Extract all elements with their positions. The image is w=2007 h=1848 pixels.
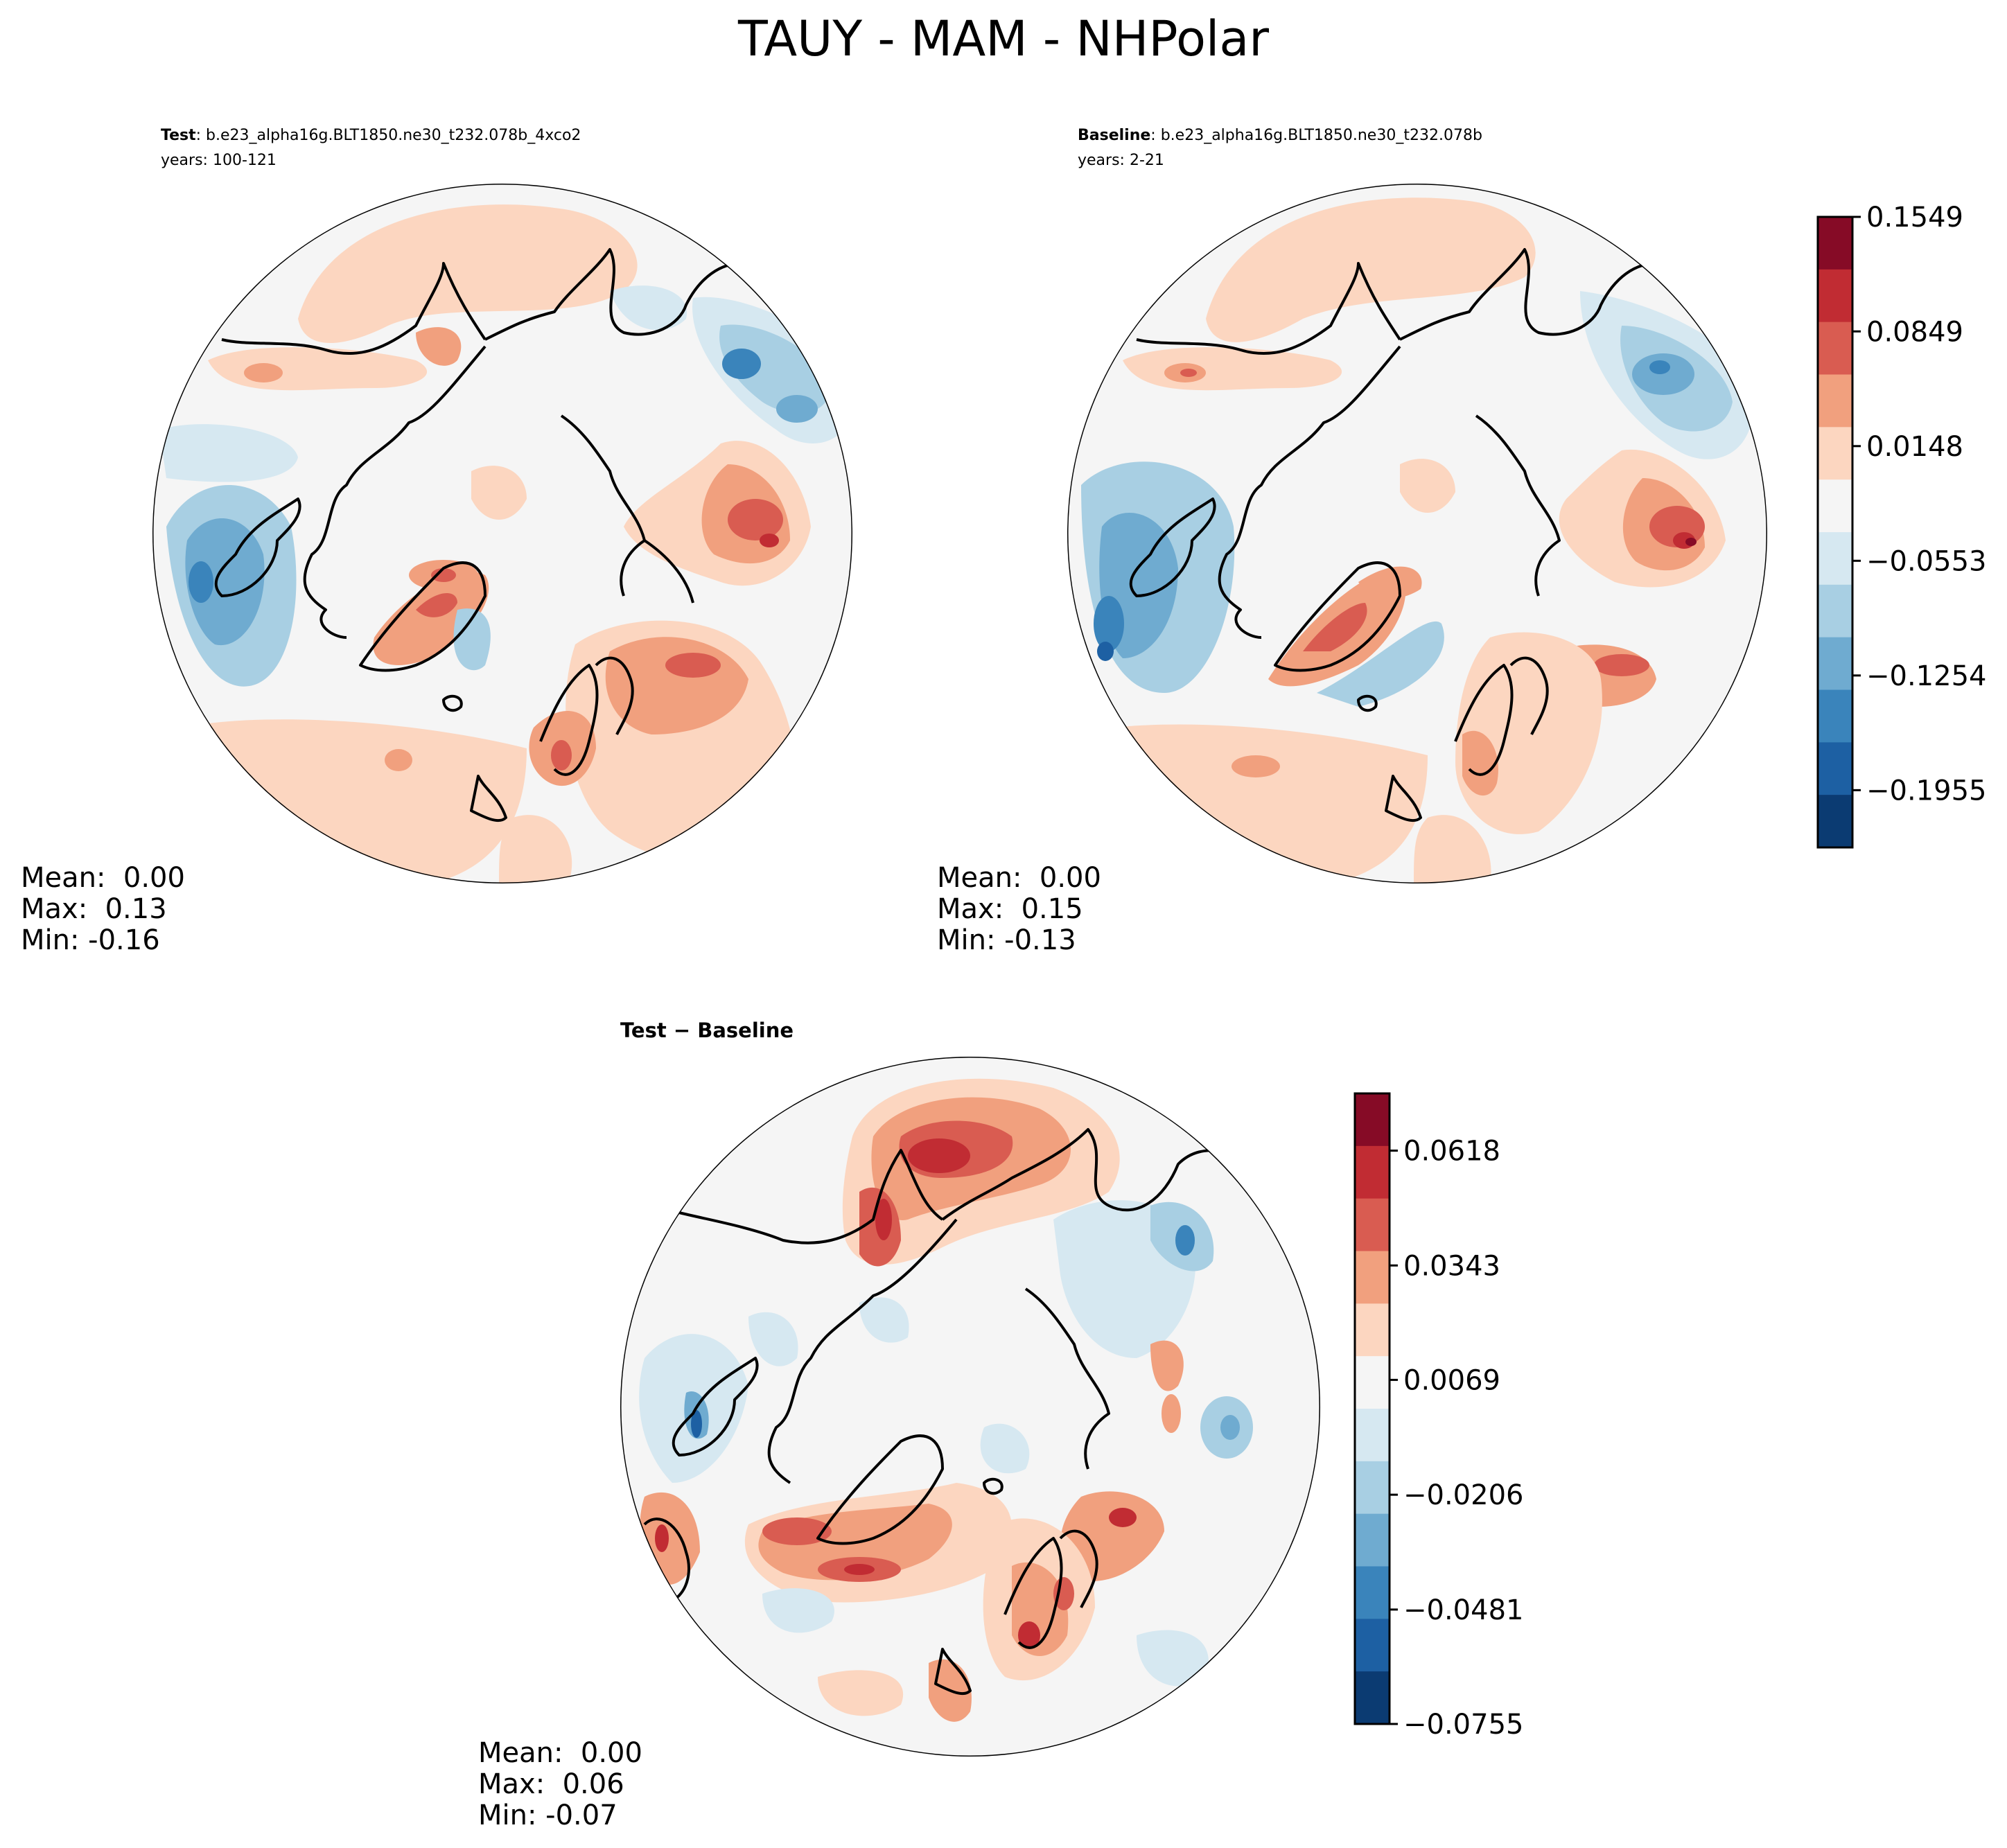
main-colorbar-segment — [1818, 322, 1852, 375]
baseline-stats: Mean: 0.00 Max: 0.15 Min: -0.13 — [937, 862, 1101, 956]
diff-colorbar-tick-label: 0.0343 — [1403, 1250, 1500, 1282]
diff-colorbar-segment — [1355, 1251, 1390, 1304]
baseline-panel: Baseline: b.e23_alpha16g.BLT1850.ne30_t2… — [937, 127, 1767, 956]
test-panel-title: Test: b.e23_alpha16g.BLT1850.ne30_t232.0… — [161, 127, 581, 144]
diff-stat-max: Max: 0.06 — [478, 1768, 624, 1800]
diff-colorbar-tick-label: −0.0481 — [1403, 1594, 1523, 1626]
diff-colorbar-segment — [1355, 1461, 1390, 1515]
test-title-bold: Test — [161, 127, 196, 144]
test-stat-max: Max: 0.13 — [21, 893, 167, 925]
test-stat-min: Min: -0.16 — [21, 924, 160, 956]
main-colorbar-tick-label: −0.1254 — [1866, 660, 1986, 692]
diff-stat-min: Min: -0.07 — [478, 1799, 617, 1831]
baseline-stat-min: Min: -0.13 — [937, 924, 1076, 956]
baseline-stat-max: Max: 0.15 — [937, 893, 1083, 925]
test-map — [152, 184, 852, 883]
main-colorbar-segment — [1818, 742, 1852, 795]
main-colorbar-tick-label: 0.0148 — [1866, 431, 1963, 463]
diff-colorbar-tick-label: −0.0206 — [1403, 1479, 1523, 1511]
diff-colorbar-segment — [1355, 1145, 1390, 1199]
diff-colorbar-segment — [1355, 1671, 1390, 1725]
main-colorbar-segment — [1818, 374, 1852, 428]
main-colorbar-frame — [1816, 215, 1854, 849]
test-stats: Mean: 0.00 Max: 0.13 Min: -0.16 — [21, 862, 185, 956]
diff-stat-mean: Mean: 0.00 — [478, 1737, 642, 1769]
diff-colorbar-segment — [1355, 1356, 1390, 1409]
diff-colorbar-segment — [1355, 1303, 1390, 1357]
colorbar-main: 0.1549 0.0849 0.0148 −0.0553 −0.1254 −0.1955 — [1816, 202, 1986, 849]
main-colorbar-segment — [1818, 479, 1852, 533]
diff-colorbar-segment — [1355, 1566, 1390, 1619]
main-colorbar-segment — [1818, 795, 1852, 848]
diff-colorbar-segment — [1355, 1198, 1390, 1251]
main-colorbar-tick-label: −0.0553 — [1866, 545, 1986, 577]
main-colorbar-segment — [1818, 689, 1852, 743]
diff-title-bold: Test − Baseline — [620, 1019, 794, 1042]
main-colorbar-tick-label: −0.1955 — [1866, 775, 1986, 807]
main-colorbar-segment — [1818, 427, 1852, 480]
test-title-rest: : b.e23_alpha16g.BLT1850.ne30_t232.078b_… — [196, 127, 581, 144]
baseline-panel-title: Baseline: b.e23_alpha16g.BLT1850.ne30_t2… — [1078, 127, 1482, 144]
diff-panel: Test − Baseline — [478, 1019, 1320, 1831]
diff-stats: Mean: 0.00 Max: 0.06 Min: -0.07 — [478, 1737, 642, 1831]
main-colorbar-segment — [1818, 532, 1852, 586]
diff-colorbar-segment — [1355, 1619, 1390, 1672]
main-colorbar-tick-label: 0.1549 — [1866, 202, 1963, 234]
baseline-title-bold: Baseline — [1078, 127, 1150, 144]
diff-colorbar-segment — [1355, 1513, 1390, 1567]
main-colorbar-segment — [1818, 269, 1852, 323]
diff-map — [620, 1057, 1320, 1757]
main-colorbar-tick-label: 0.0849 — [1866, 316, 1963, 348]
baseline-title-rest: : b.e23_alpha16g.BLT1850.ne30_t232.078b — [1150, 127, 1482, 144]
colorbar-diff: 0.0618 0.0343 0.0069 −0.0206 −0.0481 −0.0755 — [1353, 1092, 1523, 1741]
diff-colorbar-tick-label: −0.0755 — [1403, 1709, 1523, 1741]
diff-colorbar-frame — [1353, 1092, 1391, 1725]
diff-colorbar-tick-label: 0.0618 — [1403, 1136, 1500, 1168]
diff-colorbar-segment — [1355, 1093, 1390, 1147]
test-panel: Test: b.e23_alpha16g.BLT1850.ne30_t232.0… — [21, 127, 852, 956]
test-stat-mean: Mean: 0.00 — [21, 862, 185, 894]
main-colorbar-segment — [1818, 637, 1852, 690]
diff-colorbar-tick-label: 0.0069 — [1403, 1364, 1500, 1396]
baseline-stat-mean: Mean: 0.00 — [937, 862, 1101, 894]
diff-colorbar-segment — [1355, 1409, 1390, 1462]
baseline-panel-years: years: 2-21 — [1078, 152, 1164, 169]
figure-title: TAUY - MAM - NHPolar — [737, 10, 1269, 67]
diff-panel-title: Test − Baseline — [620, 1019, 794, 1042]
main-colorbar-segment — [1818, 584, 1852, 638]
baseline-map — [1067, 184, 1767, 883]
main-colorbar-segment — [1818, 217, 1852, 270]
test-panel-years: years: 100-121 — [161, 152, 277, 169]
